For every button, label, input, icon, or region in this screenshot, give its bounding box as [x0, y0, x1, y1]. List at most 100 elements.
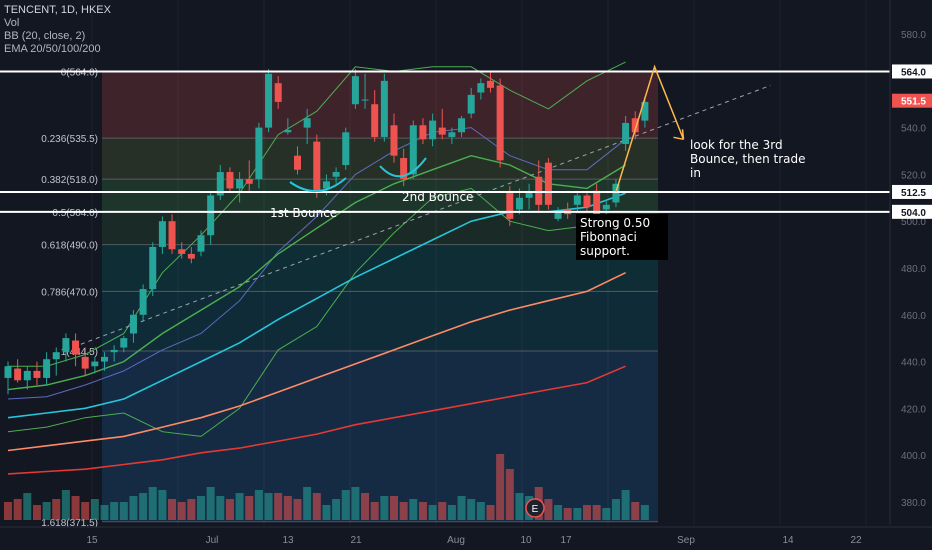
volume-bar [254, 490, 263, 520]
candle-body [400, 158, 408, 180]
indicator-volume[interactable]: Vol [4, 17, 20, 29]
candle-body [139, 289, 147, 315]
y-tick-label: 440.0 [901, 358, 926, 369]
candle-body [458, 118, 466, 133]
candle-body [622, 122, 630, 144]
candle-body [583, 195, 591, 208]
candle-body [187, 253, 195, 259]
fib-zone [102, 71, 658, 139]
y-tick-label: 400.0 [901, 451, 926, 462]
fib-label: 0.236(535.5) [41, 134, 98, 145]
candle-body [226, 172, 234, 189]
volume-bar [486, 505, 495, 520]
volume-bar [322, 505, 331, 520]
symbol-label[interactable]: TENCENT, 1D, HKEX [4, 4, 111, 16]
candle-body [429, 120, 437, 140]
bounce-arc-1 [289, 177, 347, 193]
indicator-line [7, 365, 626, 475]
fib-label: 1(444.5) [61, 347, 98, 358]
volume-bar [563, 508, 572, 520]
price-badge-bg [892, 64, 932, 79]
candle-body [158, 221, 166, 247]
candle-body [294, 155, 301, 170]
volume-bar [447, 505, 456, 520]
candle-body [487, 80, 494, 88]
indicator-bollinger[interactable]: BB (20, close, 2) [4, 30, 86, 42]
price-axis-bg [890, 0, 932, 550]
candle-body [313, 141, 321, 191]
x-tick-label: Sep [677, 535, 695, 546]
candle-body [168, 221, 176, 250]
volume-bar [81, 502, 90, 520]
volume-bar [332, 499, 341, 520]
volume-bar [110, 502, 119, 520]
candle-body [602, 204, 610, 210]
candle-body [120, 338, 128, 348]
fib-label: 0.5(504.0) [52, 208, 98, 219]
volume-bar [216, 496, 225, 520]
indicator-ema[interactable]: EMA 20/50/100/200 [4, 43, 101, 55]
candle-body [245, 179, 253, 184]
volume-bar [592, 505, 601, 520]
candle-body [72, 340, 80, 355]
candle-body [612, 183, 620, 203]
volume-bar [505, 469, 514, 520]
volume-bar [467, 499, 476, 520]
volume-bar [61, 490, 70, 520]
volume-bar [177, 502, 186, 520]
candle-body [4, 366, 12, 378]
fib-zone [102, 291, 658, 352]
volume-bar [187, 499, 196, 520]
volume-bar [293, 499, 302, 520]
volume-bar [438, 502, 447, 520]
fib-zone [102, 179, 658, 212]
candle-body [351, 76, 359, 105]
volume-bar [225, 499, 234, 520]
fib-support-note: Strong 0.50 Fibonnaci support. [576, 214, 668, 260]
volume-bar [129, 496, 138, 520]
candle-body [390, 125, 398, 156]
volume-bar [573, 508, 582, 520]
candle-body [255, 127, 263, 180]
x-tick-label: 17 [560, 535, 572, 546]
volume-bar [4, 502, 12, 520]
trendline [65, 85, 771, 351]
candle-body [216, 172, 224, 196]
x-tick-label: 14 [782, 535, 794, 546]
price-badge: 512.5 [901, 188, 926, 199]
volume-bar [245, 496, 254, 520]
candle-body [631, 118, 639, 133]
volume-bar [158, 490, 167, 520]
candle-body [236, 179, 244, 189]
volume-bar [544, 499, 553, 520]
candle-body [332, 172, 340, 177]
y-tick-label: 540.0 [901, 124, 926, 135]
candle-body [448, 132, 456, 137]
y-tick-label: 460.0 [901, 311, 926, 322]
volume-bar [399, 502, 408, 520]
candle-body [43, 359, 51, 378]
candle-body [265, 73, 273, 128]
candle-body [535, 176, 543, 205]
earnings-label: E [532, 504, 539, 515]
candle-body [33, 370, 41, 378]
candle-body [23, 370, 31, 381]
volume-bar [13, 499, 22, 520]
volume-bar [554, 505, 563, 520]
volume-bar [351, 487, 360, 520]
volume-bar [23, 493, 32, 520]
candle-body [207, 195, 215, 236]
volume-bar [235, 493, 244, 520]
volume-bar [631, 502, 640, 520]
volume-bar [283, 496, 292, 520]
indicator-line [7, 127, 626, 400]
volume-bar [611, 499, 620, 520]
x-tick-label: 21 [350, 535, 362, 546]
bounce-arc-2 [379, 157, 427, 178]
volume-bar [409, 499, 418, 520]
price-badge-bg [892, 184, 932, 199]
volume-bar [621, 490, 630, 520]
earnings-marker [525, 498, 545, 518]
